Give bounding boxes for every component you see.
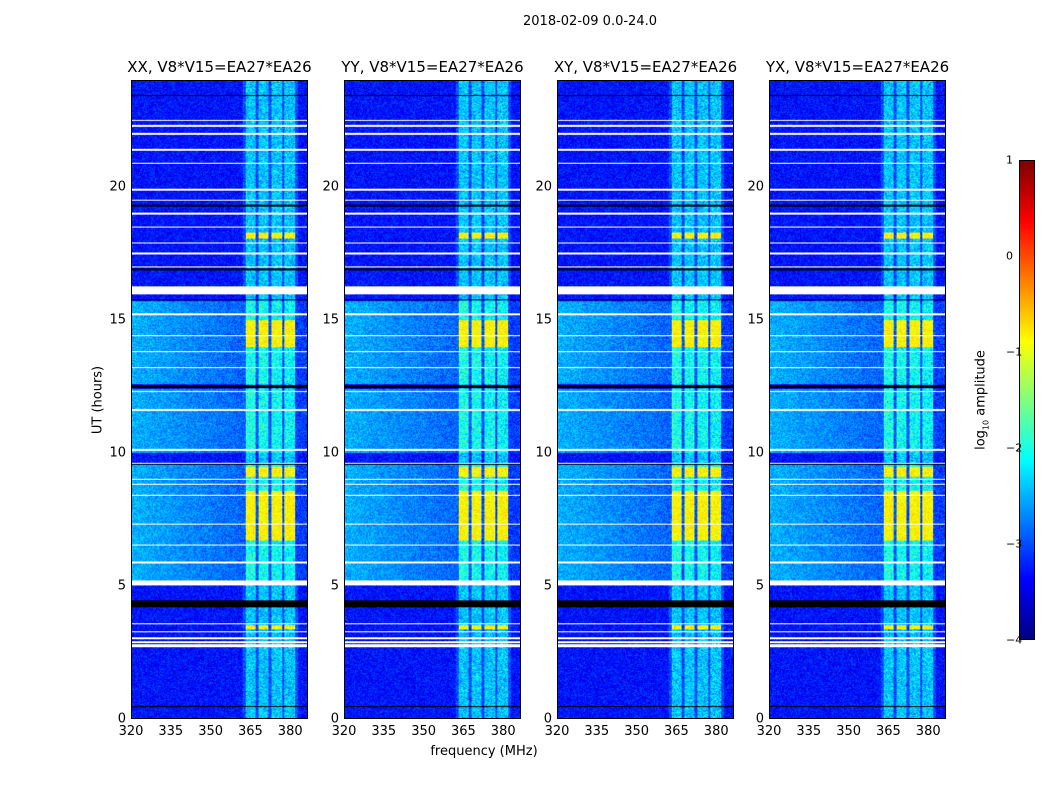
colorbar-tick-label: 1 — [1006, 153, 1013, 167]
x-tick-label: 365 — [875, 724, 901, 739]
y-tick-label: 15 — [109, 312, 126, 328]
x-tick-label: 320 — [118, 724, 144, 739]
y-tick-label: 0 — [755, 711, 764, 727]
x-tick-label: 320 — [331, 724, 357, 739]
y-axis-label: UT (hours) — [90, 365, 106, 435]
heatmap — [557, 80, 734, 719]
y-tick-label: 10 — [109, 445, 126, 461]
y-tick-label: 5 — [330, 578, 339, 594]
panel-title: YX, V8*V15=EA27*EA26 — [765, 58, 950, 76]
colorbar-tick-label: −1 — [1006, 345, 1023, 359]
y-tick-label: 10 — [747, 445, 764, 461]
x-tick-label: 380 — [490, 724, 516, 739]
y-tick-label: 0 — [330, 711, 339, 727]
y-tick-label: 0 — [117, 711, 126, 727]
y-tick-label: 20 — [322, 179, 339, 194]
x-tick-label: 380 — [703, 724, 729, 739]
x-tick-label: 380 — [277, 724, 303, 739]
figure-title: 2018-02-09 0.0-24.0 — [523, 14, 657, 29]
y-tick-label: 5 — [117, 578, 126, 594]
y-tick-label: 20 — [109, 179, 126, 194]
colorbar-label: log10 amplitude — [973, 350, 991, 450]
x-tick-label: 335 — [158, 724, 184, 739]
x-tick-label: 350 — [411, 724, 437, 739]
panel-0: XX, V8*V15=EA27*EA26 0 5 10 15 20 320 335 350 365… — [109, 58, 311, 739]
x-tick-label: 335 — [796, 724, 822, 739]
x-tick-label: 320 — [544, 724, 570, 739]
x-tick-label: 350 — [624, 724, 650, 739]
panel-title: YY, V8*V15=EA27*EA26 — [341, 58, 524, 76]
y-tick-label: 20 — [535, 179, 552, 194]
colorbar — [1019, 160, 1035, 640]
x-tick-label: 335 — [371, 724, 397, 739]
y-tick-label: 20 — [747, 179, 764, 194]
y-tick-label: 5 — [755, 578, 764, 594]
colorbar-tick-label: 0 — [1006, 249, 1013, 263]
y-tick-label: 15 — [535, 312, 552, 328]
panel-1: YY, V8*V15=EA27*EA26 0 5 10 15 20 320 335 350 365… — [322, 58, 523, 739]
heatmap — [769, 80, 946, 719]
x-tick-label: 335 — [584, 724, 610, 739]
panel-title: XY, V8*V15=EA27*EA26 — [553, 58, 738, 76]
x-tick-label: 365 — [237, 724, 263, 739]
x-tick-label: 350 — [198, 724, 224, 739]
panel-2: XY, V8*V15=EA27*EA26 0 5 10 15 20 320 335 350 365… — [535, 58, 737, 739]
x-tick-label: 380 — [915, 724, 941, 739]
heatmap — [344, 80, 521, 719]
x-tick-label: 365 — [663, 724, 689, 739]
colorbar-tick-label: −4 — [1006, 633, 1023, 647]
y-tick-label: 0 — [543, 711, 552, 727]
x-tick-label: 350 — [836, 724, 862, 739]
y-tick-label: 15 — [747, 312, 764, 328]
x-tick-label: 320 — [756, 724, 782, 739]
x-axis-label: frequency (MHz) — [430, 744, 538, 759]
heatmap — [131, 80, 308, 719]
y-tick-label: 10 — [322, 445, 339, 461]
y-tick-label: 15 — [322, 312, 339, 328]
colorbar-tick-label: −3 — [1006, 537, 1023, 551]
colorbar-tick-label: −2 — [1006, 441, 1023, 455]
y-tick-label: 5 — [543, 578, 552, 594]
panel-3: YX, V8*V15=EA27*EA26 0 5 10 15 20 320 335 350 365… — [747, 58, 949, 739]
x-tick-label: 365 — [450, 724, 476, 739]
panel-title: XX, V8*V15=EA27*EA26 — [127, 58, 312, 76]
y-tick-label: 10 — [535, 445, 552, 461]
